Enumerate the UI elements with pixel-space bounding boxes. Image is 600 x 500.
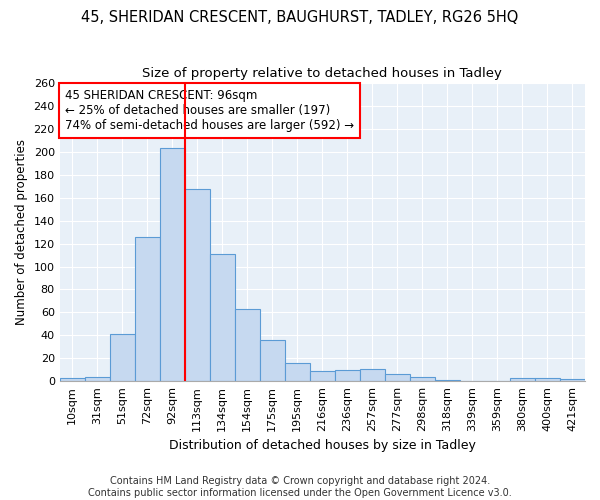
Title: Size of property relative to detached houses in Tadley: Size of property relative to detached ho… — [142, 68, 502, 80]
Text: Contains HM Land Registry data © Crown copyright and database right 2024.
Contai: Contains HM Land Registry data © Crown c… — [88, 476, 512, 498]
Bar — [360, 368, 385, 381]
Bar — [435, 380, 460, 381]
Bar — [535, 378, 560, 381]
Bar — [185, 188, 210, 381]
Bar — [210, 254, 235, 381]
Bar — [59, 378, 85, 381]
Bar — [135, 236, 160, 381]
Y-axis label: Number of detached properties: Number of detached properties — [15, 139, 28, 325]
Bar — [410, 376, 435, 381]
Bar — [310, 371, 335, 381]
Bar — [160, 148, 185, 381]
Bar — [510, 378, 535, 381]
Text: 45, SHERIDAN CRESCENT, BAUGHURST, TADLEY, RG26 5HQ: 45, SHERIDAN CRESCENT, BAUGHURST, TADLEY… — [82, 10, 518, 25]
Bar — [385, 374, 410, 381]
Bar — [260, 340, 285, 381]
Bar — [110, 334, 135, 381]
Text: 45 SHERIDAN CRESCENT: 96sqm
← 25% of detached houses are smaller (197)
74% of se: 45 SHERIDAN CRESCENT: 96sqm ← 25% of det… — [65, 89, 354, 132]
Bar — [560, 379, 585, 381]
X-axis label: Distribution of detached houses by size in Tadley: Distribution of detached houses by size … — [169, 440, 476, 452]
Bar — [235, 309, 260, 381]
Bar — [285, 363, 310, 381]
Bar — [335, 370, 360, 381]
Bar — [85, 376, 110, 381]
